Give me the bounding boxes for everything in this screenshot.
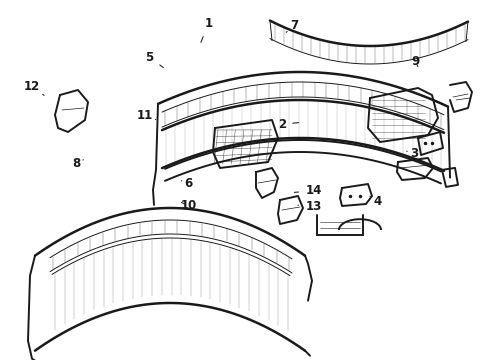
- Text: 11: 11: [136, 109, 156, 122]
- Text: 13: 13: [298, 201, 322, 213]
- Text: 10: 10: [180, 199, 197, 212]
- Text: 6: 6: [181, 177, 193, 190]
- Text: 5: 5: [146, 51, 163, 68]
- Text: 2: 2: [278, 118, 298, 131]
- Text: 12: 12: [24, 80, 44, 95]
- Text: 4: 4: [370, 195, 381, 208]
- Text: 9: 9: [412, 55, 419, 68]
- Text: 8: 8: [72, 157, 83, 170]
- Text: 1: 1: [201, 17, 212, 42]
- Text: 3: 3: [407, 147, 418, 159]
- Text: 14: 14: [294, 184, 322, 197]
- Text: 7: 7: [286, 19, 298, 32]
